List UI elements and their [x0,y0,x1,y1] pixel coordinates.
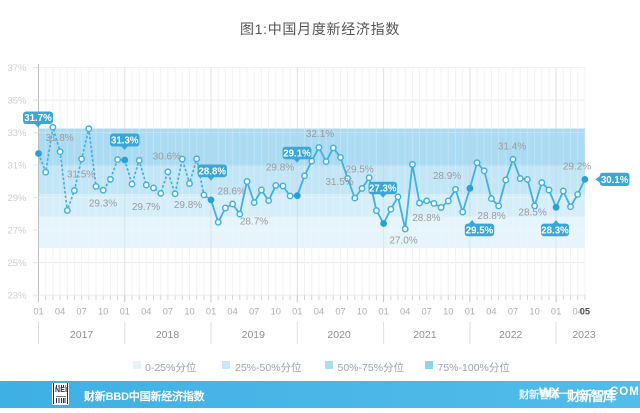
svg-text:10: 10 [271,307,281,317]
svg-text:28.8%: 28.8% [412,213,440,224]
svg-text:10: 10 [529,307,539,317]
svg-text:2022: 2022 [499,329,523,341]
svg-text:01: 01 [120,307,130,317]
svg-text:10: 10 [98,307,108,317]
svg-text:01: 01 [292,307,302,317]
svg-text:29.2%: 29.2% [563,162,591,173]
svg-text:2017: 2017 [70,329,94,341]
svg-text:31.8%: 31.8% [45,133,73,144]
svg-text:2021: 2021 [413,329,437,341]
svg-text:28.9%: 28.9% [433,171,461,182]
svg-text:04: 04 [573,307,583,317]
svg-text:23%: 23% [7,291,27,302]
svg-text:04: 04 [141,307,151,317]
svg-text:33%: 33% [7,128,27,139]
svg-text:27.3%: 27.3% [369,183,397,194]
svg-text:28.8%: 28.8% [199,166,227,177]
svg-text:07: 07 [76,307,86,317]
svg-text:35%: 35% [7,96,27,107]
svg-text:28.6%: 28.6% [218,186,246,197]
svg-text:25%: 25% [7,258,27,269]
svg-text:07: 07 [249,307,259,317]
svg-text:29.8%: 29.8% [266,163,294,174]
svg-text:29.3%: 29.3% [89,199,117,210]
svg-text:31.7%: 31.7% [24,113,52,124]
svg-text:05: 05 [580,307,590,317]
svg-text:29%: 29% [7,193,27,204]
svg-text:30.6%: 30.6% [153,151,181,162]
svg-text:37%: 37% [7,63,27,74]
svg-text:29.7%: 29.7% [132,202,160,213]
svg-text:2019: 2019 [242,329,266,341]
svg-text:31.3%: 31.3% [111,135,139,146]
svg-text:04: 04 [400,307,410,317]
svg-text:29.8%: 29.8% [174,200,202,211]
svg-text:01: 01 [551,307,561,317]
svg-text:01: 01 [206,307,216,317]
svg-text:07: 07 [508,307,518,317]
svg-text:28.7%: 28.7% [240,217,268,228]
svg-text:32.1%: 32.1% [306,129,334,140]
svg-text:28.8%: 28.8% [477,211,505,222]
svg-text:10: 10 [184,307,194,317]
svg-text:31.5%: 31.5% [325,177,353,188]
svg-text:07: 07 [163,307,173,317]
svg-text:31.5%: 31.5% [67,169,95,180]
svg-text:31.4%: 31.4% [498,142,526,153]
svg-text:10: 10 [357,307,367,317]
svg-text:01: 01 [378,307,388,317]
svg-text:04: 04 [227,307,237,317]
svg-text:27.0%: 27.0% [389,236,417,247]
svg-text:07: 07 [335,307,345,317]
svg-text:04: 04 [486,307,496,317]
svg-text:29.5%: 29.5% [345,165,373,176]
svg-text:01: 01 [465,307,475,317]
svg-text:31%: 31% [7,161,27,172]
svg-text:2018: 2018 [156,329,180,341]
svg-text:29.5%: 29.5% [466,225,494,236]
svg-text:28.3%: 28.3% [541,225,569,236]
svg-text:04: 04 [314,307,324,317]
svg-text:29.1%: 29.1% [283,148,311,159]
svg-text:01: 01 [33,307,43,317]
svg-text:07: 07 [422,307,432,317]
svg-text:10: 10 [443,307,453,317]
svg-text:27%: 27% [7,226,27,237]
svg-text:2023: 2023 [572,329,596,341]
svg-text:30.1%: 30.1% [601,175,629,186]
svg-text:2020: 2020 [327,329,351,341]
svg-text:28.5%: 28.5% [518,208,546,219]
svg-text:04: 04 [55,307,65,317]
